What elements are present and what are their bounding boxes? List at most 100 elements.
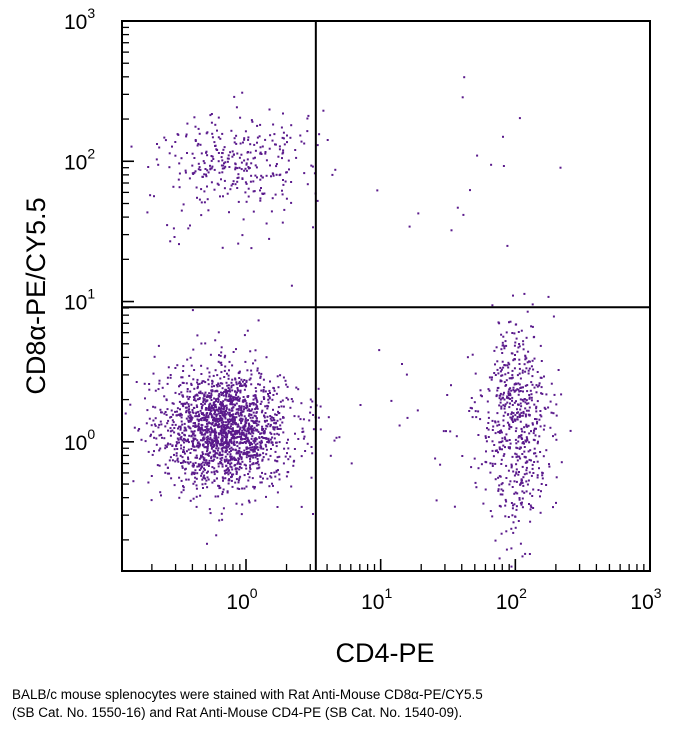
- event-dot: [153, 423, 156, 426]
- event-dot: [264, 405, 267, 408]
- event-dot: [280, 405, 283, 408]
- event-dot: [181, 423, 184, 426]
- event-dot: [208, 407, 211, 410]
- event-dot: [524, 415, 527, 418]
- event-dot: [252, 210, 255, 213]
- event-dot: [522, 484, 525, 487]
- event-dot: [207, 465, 210, 467]
- event-dot: [518, 383, 521, 386]
- event-dot: [234, 377, 237, 380]
- event-dot: [224, 405, 226, 408]
- event-dot: [203, 446, 206, 449]
- event-dot: [500, 429, 502, 432]
- event-dot: [312, 513, 314, 515]
- event-dot: [268, 108, 271, 111]
- event-dot: [497, 489, 500, 492]
- event-dot: [158, 423, 161, 426]
- event-dot: [508, 321, 510, 324]
- event-dot: [194, 461, 197, 464]
- event-dot: [484, 436, 487, 439]
- event-dot: [503, 345, 506, 348]
- event-dot: [514, 358, 516, 361]
- event-dot: [253, 414, 256, 417]
- event-dot: [220, 438, 223, 441]
- event-dot: [526, 390, 529, 393]
- event-dot: [221, 419, 224, 422]
- event-dot: [202, 436, 205, 439]
- event-dot: [276, 506, 279, 508]
- event-dot: [238, 468, 241, 471]
- event-dot: [219, 457, 222, 460]
- event-dot: [178, 162, 181, 165]
- event-dot: [194, 424, 197, 427]
- event-dot: [500, 532, 503, 535]
- event-dot: [273, 471, 276, 474]
- event-dot: [549, 426, 552, 429]
- event-dot: [167, 366, 170, 369]
- event-dot: [547, 406, 550, 409]
- event-dot: [218, 354, 220, 357]
- event-dot: [513, 367, 516, 370]
- event-dot: [227, 420, 230, 423]
- event-dot: [270, 175, 272, 178]
- event-dot: [490, 163, 493, 166]
- event-dot: [538, 467, 540, 470]
- event-dot: [275, 421, 278, 424]
- event-dot: [232, 443, 235, 446]
- event-dot: [202, 401, 205, 404]
- event-dot: [212, 419, 214, 421]
- event-dot: [310, 476, 313, 479]
- event-dot: [197, 420, 200, 422]
- event-dot: [199, 168, 202, 171]
- event-dot: [175, 414, 178, 417]
- event-dot: [176, 407, 179, 410]
- event-dot: [234, 448, 237, 451]
- event-dot: [187, 420, 190, 423]
- event-dot: [189, 499, 192, 502]
- event-dot: [226, 160, 229, 163]
- event-dot: [274, 193, 277, 196]
- event-dot: [212, 444, 215, 447]
- event-dot: [254, 397, 257, 400]
- event-dot: [199, 417, 202, 420]
- event-dot: [213, 473, 216, 476]
- event-dot: [270, 432, 273, 435]
- event-dot: [234, 463, 237, 466]
- event-dot: [180, 391, 183, 394]
- event-dot: [514, 526, 517, 529]
- event-dot: [243, 415, 246, 418]
- event-dot: [243, 388, 246, 391]
- event-dot: [508, 423, 511, 426]
- event-dot: [209, 451, 212, 454]
- event-dot: [214, 390, 217, 393]
- event-dot: [173, 484, 176, 487]
- event-dot: [264, 390, 267, 393]
- event-dot: [181, 376, 184, 379]
- event-dot: [243, 159, 246, 162]
- event-dot: [202, 160, 205, 163]
- event-dot: [229, 425, 232, 428]
- event-dot: [435, 499, 438, 502]
- event-dot: [184, 461, 187, 464]
- event-dot: [267, 405, 270, 408]
- event-dot: [272, 408, 274, 411]
- event-dot: [140, 438, 143, 441]
- event-dot: [158, 146, 161, 149]
- event-dot: [492, 425, 495, 428]
- event-dot: [224, 414, 227, 417]
- event-dot: [228, 166, 231, 168]
- event-dot: [259, 197, 262, 200]
- event-dot: [187, 458, 190, 461]
- event-dot: [282, 376, 285, 379]
- event-dot: [246, 440, 249, 443]
- event-dot: [532, 368, 535, 371]
- event-dot: [528, 471, 531, 474]
- event-dot: [268, 389, 271, 392]
- event-dot: [252, 432, 255, 435]
- event-dot: [514, 438, 517, 441]
- event-dot: [218, 417, 221, 420]
- event-dot: [528, 397, 531, 400]
- event-dot: [259, 178, 262, 181]
- event-dot: [233, 417, 236, 420]
- event-dot: [530, 459, 532, 462]
